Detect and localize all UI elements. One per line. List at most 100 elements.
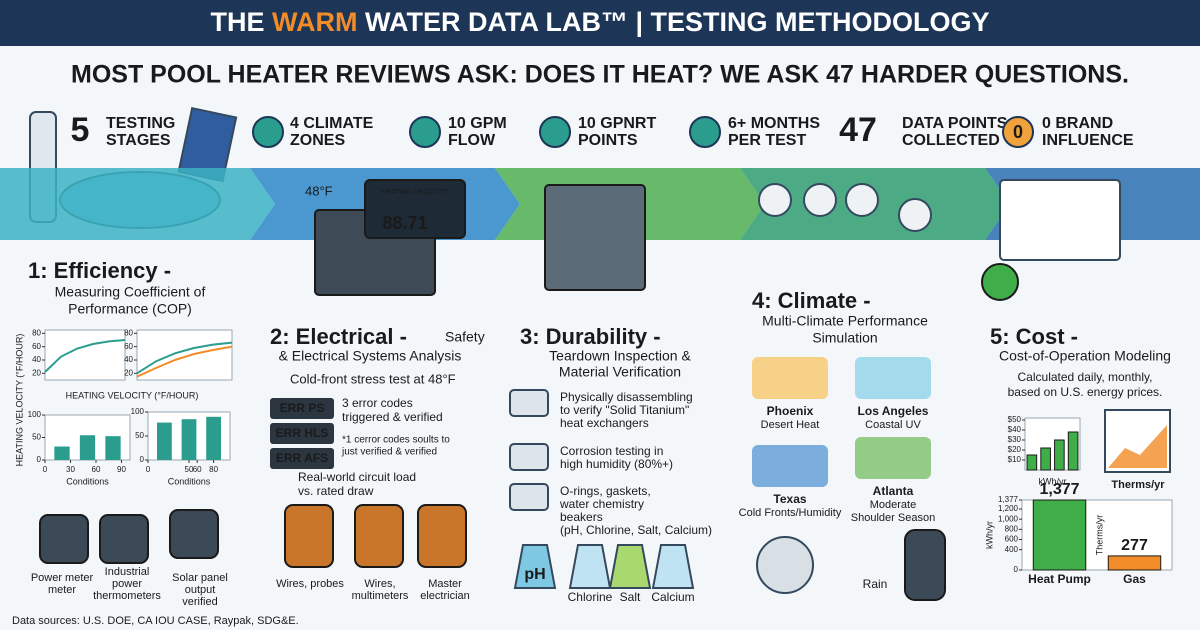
header-bar <box>0 0 1200 46</box>
y-tick-label: 1,377 <box>998 495 1019 504</box>
stat-icon <box>1002 116 1034 148</box>
stat-label: 10 GPNRT <box>578 115 656 132</box>
title-part: WARM <box>272 7 357 37</box>
stat-label: 0 BRAND <box>1042 115 1113 132</box>
bar <box>1040 447 1051 471</box>
item-text: high humidity (80%+) <box>560 457 673 471</box>
y-tick-label: 40 <box>32 355 41 364</box>
stat-icon-text: 0 <box>1013 122 1023 142</box>
error-code: ERR HLS <box>276 426 329 440</box>
y-tick-label: 100 <box>131 407 145 416</box>
device-illustration <box>169 509 219 559</box>
beaker <box>568 544 612 589</box>
stat-icon <box>409 116 441 148</box>
stat-icon <box>689 116 721 148</box>
y-tick-label: 0 <box>140 455 145 464</box>
city-note: Coastal UV <box>865 419 921 431</box>
x-axis-label: Conditions <box>66 476 109 486</box>
y-tick-label: 20 <box>124 368 133 377</box>
title-part: WATER DATA LAB™ | TESTING METHODOLOGY <box>357 7 989 37</box>
error-code: ERR AFS <box>276 451 328 465</box>
stat-icon <box>539 116 571 148</box>
therms-label: Therms/yr <box>1111 479 1165 491</box>
city-name: Atlanta <box>873 484 914 498</box>
y-tick-label: 1,000 <box>998 514 1019 523</box>
city-illustration <box>855 437 931 479</box>
display-value: 88.71 <box>382 213 427 233</box>
bar <box>1067 431 1079 471</box>
therms-area <box>1108 425 1167 468</box>
line <box>44 339 126 373</box>
chart-frame <box>44 329 126 381</box>
bar <box>1054 439 1065 471</box>
stat-label: TESTING <box>106 115 175 132</box>
device-label: Industrial <box>105 566 150 578</box>
gauge <box>898 198 932 232</box>
title: THE WARM WATER DATA LAB™ | TESTING METHO… <box>210 7 989 37</box>
error-code-box <box>270 448 334 469</box>
gauge <box>803 183 837 217</box>
item-text: water chemistry <box>559 497 644 511</box>
device-illustration <box>39 514 89 564</box>
temperature: 48°F <box>305 183 333 198</box>
beaker-label: Calcium <box>651 590 694 604</box>
line <box>136 341 233 375</box>
y-tick-label: 20 <box>32 368 41 377</box>
section-subtitle: & Electrical Systems Analysis <box>279 348 462 364</box>
note: vs. rated draw <box>298 484 374 498</box>
bar <box>1107 555 1162 571</box>
gauge <box>758 183 792 217</box>
y-tick-label: $10 <box>1008 455 1022 464</box>
y-tick-label: $40 <box>1008 425 1022 434</box>
item-icon <box>509 389 549 417</box>
error-code: ERR PS <box>280 401 325 415</box>
stat-label: DATA POINTS <box>902 115 1008 132</box>
item-text: Physically disassembling <box>560 390 693 404</box>
section-subtitle: Simulation <box>812 330 877 346</box>
tool-label: multimeters <box>352 590 409 602</box>
x-tick-label: 60 <box>193 465 202 474</box>
y-tick-label: 400 <box>1005 545 1019 554</box>
section-heading-note: Safety <box>445 329 485 345</box>
bar <box>1026 454 1038 471</box>
error-code-box <box>270 398 334 419</box>
x-tick-label: 0 <box>146 465 151 474</box>
title-part: THE <box>210 7 272 37</box>
city-illustration <box>752 445 828 487</box>
y-tick-label: 800 <box>1005 524 1019 533</box>
bar <box>1032 499 1087 571</box>
y-axis-label: kWh/yr <box>984 521 994 549</box>
meter-illustration <box>417 504 467 568</box>
bar <box>181 419 197 460</box>
note: Calculated daily, monthly, <box>1018 370 1153 384</box>
coin <box>981 263 1019 301</box>
y-tick-label: 60 <box>124 342 133 351</box>
teardown-illustration <box>544 184 646 291</box>
x-axis-label: kWh/yr <box>1039 476 1067 486</box>
stat-label: FLOW <box>448 132 496 149</box>
item-text: Corrosion testing in <box>560 444 663 458</box>
device-label: output <box>185 584 216 596</box>
item-icon <box>509 483 549 511</box>
axis-label: HEATING VELOCITY (°F/HOUR) <box>66 390 199 400</box>
beaker-label: Chlorine <box>568 590 613 604</box>
city-note: Moderate <box>870 499 916 511</box>
section-subtitle: Multi-Climate Performance <box>762 313 928 329</box>
y-tick-label: 80 <box>32 328 41 337</box>
bar <box>206 416 221 460</box>
note: Real-world circuit load <box>298 470 416 484</box>
line <box>136 345 233 378</box>
stat-label: ZONES <box>290 132 345 149</box>
stat-label: 10 GPM <box>448 115 507 132</box>
beaker-label: Salt <box>620 590 641 604</box>
section-subtitle: Cost-of-Operation Modeling <box>999 348 1171 364</box>
section-heading: 1: Efficiency - <box>28 258 171 283</box>
y-tick-label: 100 <box>28 410 42 419</box>
note: 3 error codes <box>342 396 413 410</box>
y-tick-label: $30 <box>1008 435 1022 444</box>
tool-label: Wires, <box>364 578 395 590</box>
x-tick-label: 50 <box>185 465 194 474</box>
footnote: *1 cerror codes soults to <box>342 435 450 446</box>
